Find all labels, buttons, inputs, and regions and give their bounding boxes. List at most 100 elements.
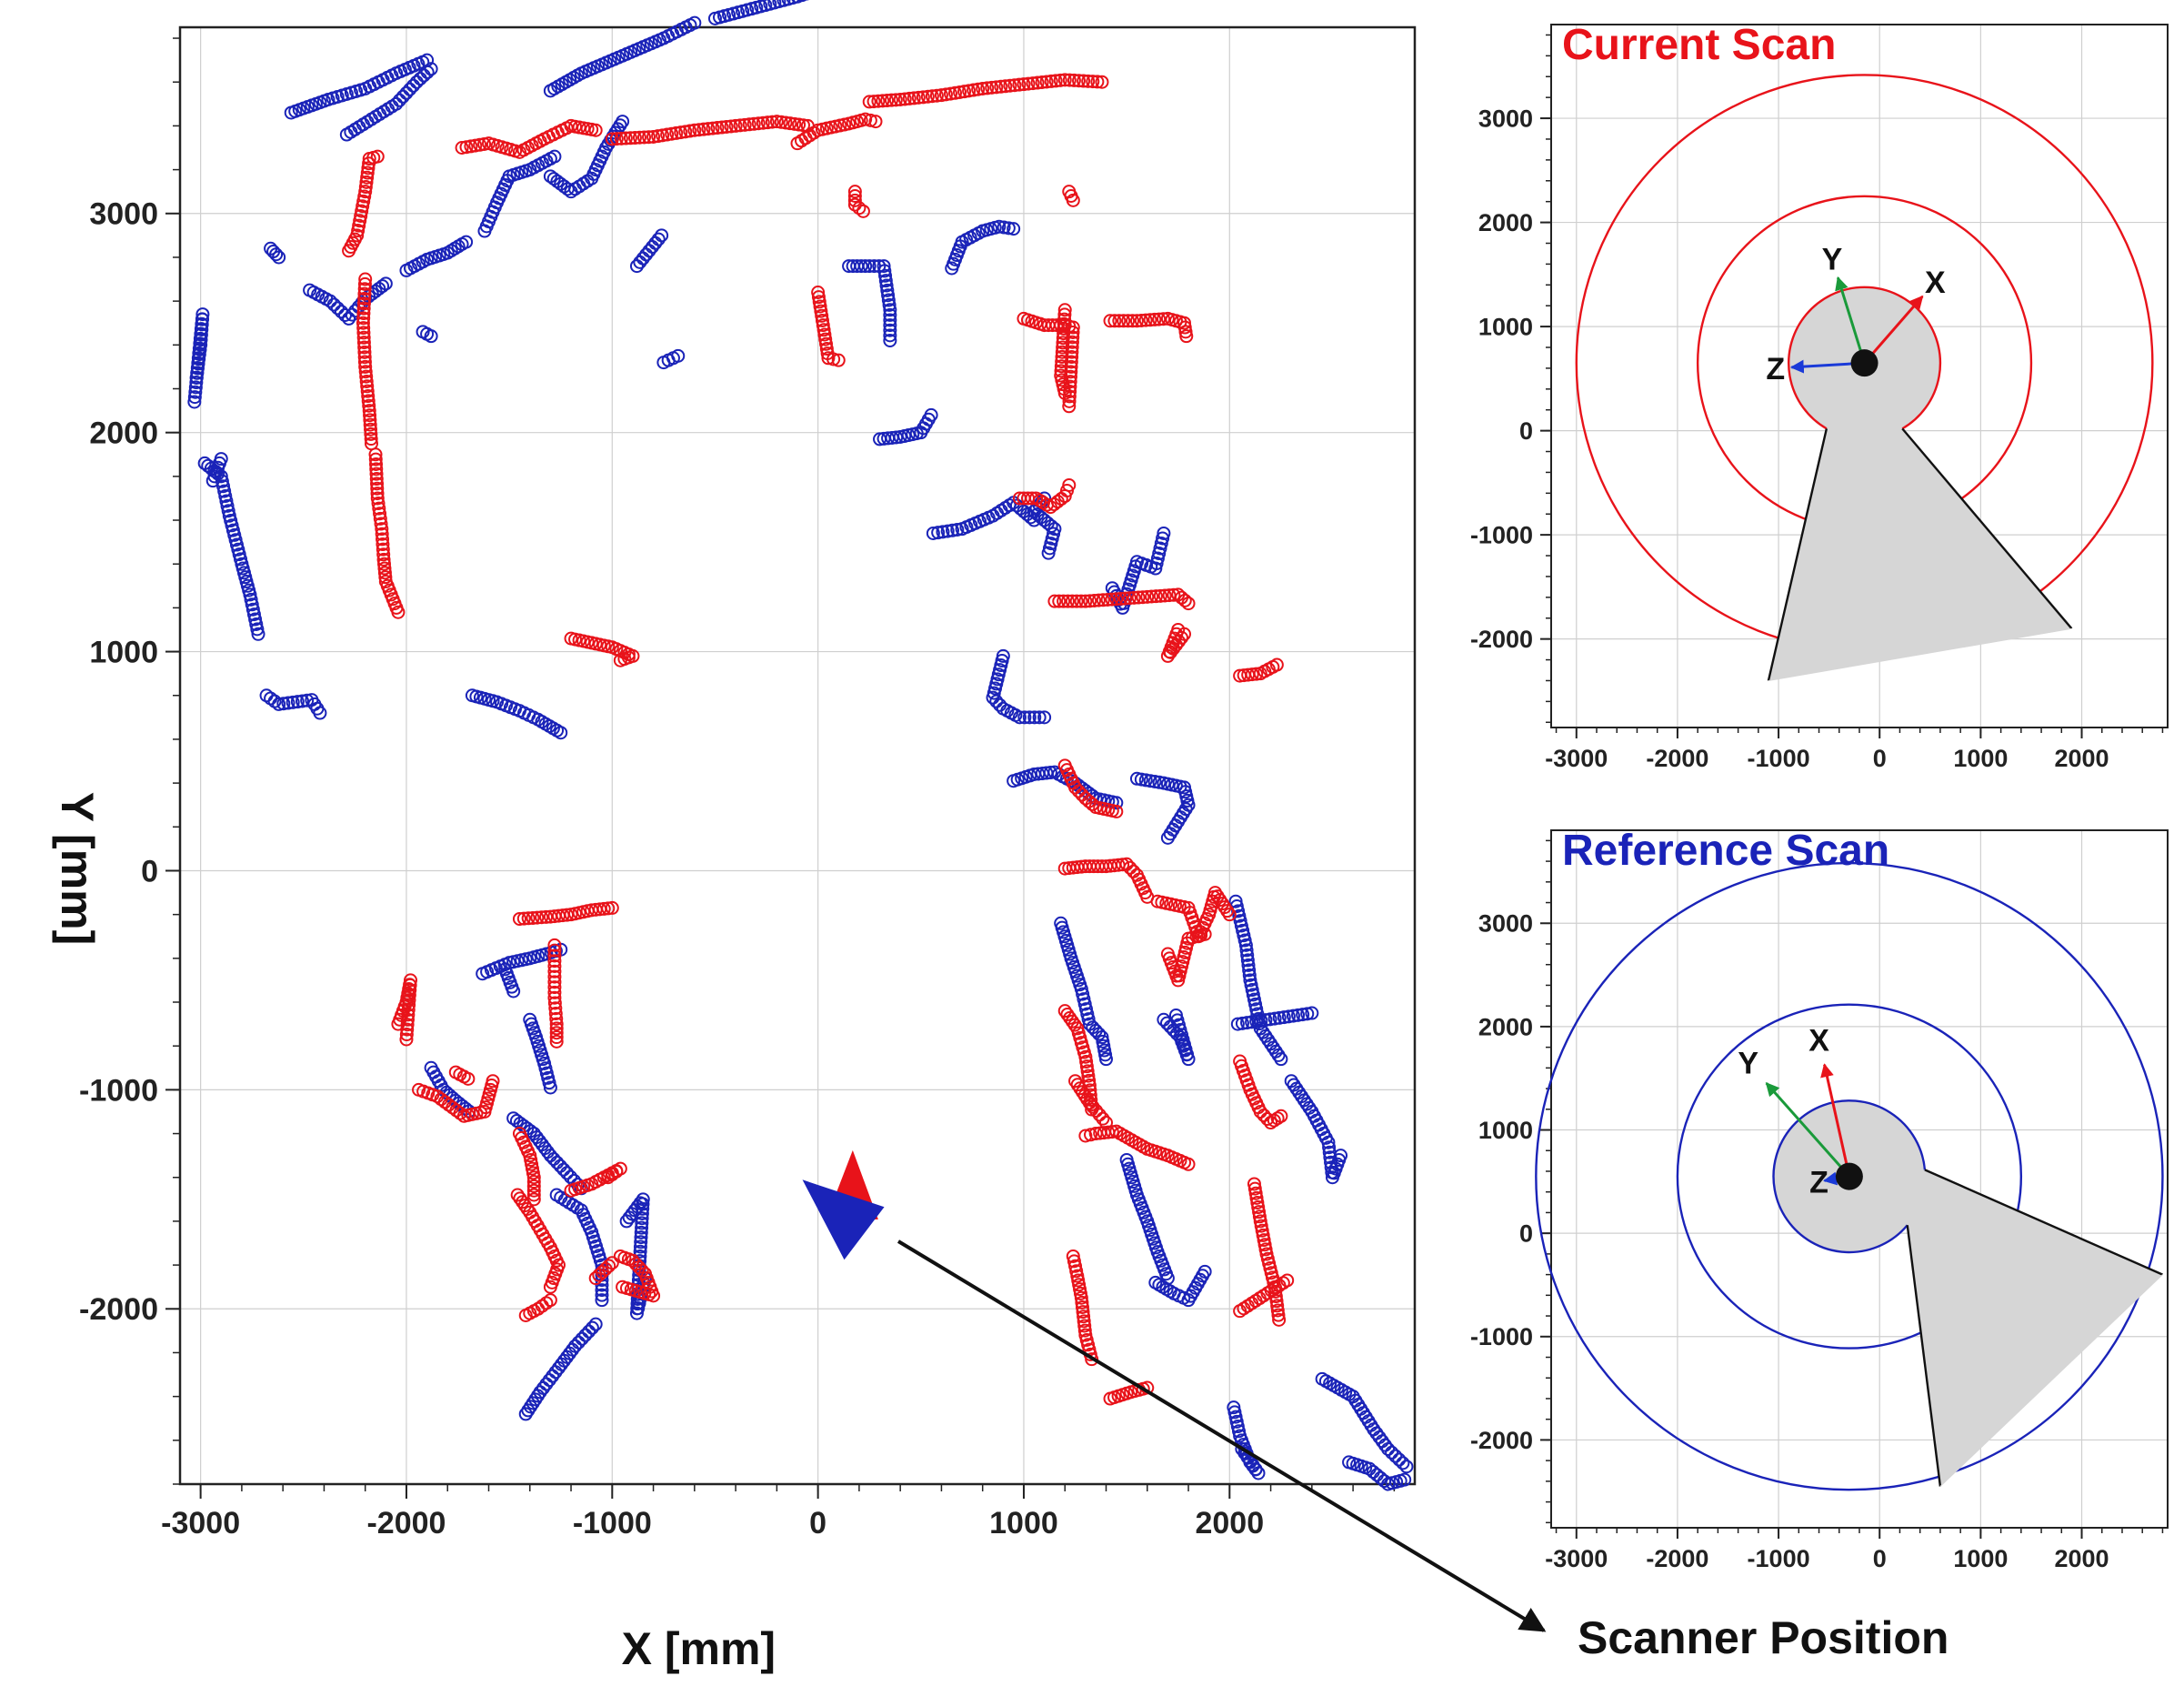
data-point <box>357 345 372 359</box>
data-point <box>1241 958 1256 972</box>
data-point <box>244 592 258 607</box>
scanner-origin <box>1835 1162 1863 1190</box>
data-point <box>1027 710 1042 725</box>
data-point <box>609 132 624 146</box>
data-point <box>1081 1012 1096 1027</box>
data-point <box>1222 908 1237 922</box>
data-point <box>188 380 203 395</box>
data-point <box>392 93 406 107</box>
data-point <box>1076 1305 1090 1320</box>
data-point <box>548 1007 563 1021</box>
data-point <box>1235 1441 1249 1456</box>
data-point <box>1090 75 1105 89</box>
data-point <box>377 566 392 580</box>
data-point <box>1077 992 1091 1007</box>
data-point <box>646 129 661 144</box>
data-point <box>1240 1016 1255 1030</box>
y-tick-label: 2000 <box>1478 1013 1533 1040</box>
data-point <box>1055 355 1069 369</box>
data-point <box>1057 321 1071 336</box>
data-point <box>1240 948 1255 962</box>
data-point <box>1121 314 1136 328</box>
data-point <box>486 1074 500 1089</box>
data-point <box>1252 1209 1267 1224</box>
data-point <box>1017 77 1031 92</box>
data-point <box>455 140 469 155</box>
data-point <box>1043 766 1057 780</box>
data-point <box>1060 594 1075 608</box>
data-point <box>376 552 391 567</box>
data-point <box>189 376 204 390</box>
data-point <box>629 1306 644 1320</box>
data-point <box>847 197 862 212</box>
data-point <box>547 980 562 995</box>
data-point <box>1256 1228 1270 1242</box>
data-point <box>1238 938 1253 952</box>
data-point <box>585 1320 599 1335</box>
data-point <box>563 1169 577 1184</box>
data-point <box>1274 1052 1288 1067</box>
data-point <box>1032 710 1047 725</box>
data-point <box>276 697 291 711</box>
data-point <box>1086 75 1100 89</box>
data-point <box>847 185 862 199</box>
x-tick-label: 1000 <box>1953 745 2008 772</box>
data-point <box>938 87 953 102</box>
series-reference <box>187 0 1414 1491</box>
data-point <box>400 1018 415 1032</box>
data-point <box>1245 667 1259 682</box>
data-point <box>556 1162 571 1177</box>
data-point <box>396 89 410 104</box>
data-point <box>879 278 894 293</box>
data-point <box>1277 1010 1291 1025</box>
data-point <box>1085 1352 1099 1367</box>
data-point <box>548 1001 563 1016</box>
data-point <box>549 1011 564 1026</box>
data-point <box>882 297 897 312</box>
data-point <box>1147 775 1162 789</box>
data-point <box>671 348 686 363</box>
data-point <box>847 193 862 207</box>
data-point <box>1077 1323 1092 1338</box>
data-point <box>368 452 383 467</box>
data-point <box>992 219 1007 234</box>
data-point <box>687 123 702 137</box>
data-point <box>1235 1016 1249 1030</box>
data-point <box>1095 75 1109 89</box>
data-point <box>192 346 206 360</box>
data-point <box>1253 1214 1267 1229</box>
data-point <box>1069 594 1084 608</box>
current-scan-chart: -3000 -2000 -1000 0 1000 2000 -2000 -1000 0 1000 2… <box>1470 21 2169 772</box>
data-point <box>957 85 972 99</box>
data-point <box>815 308 829 323</box>
data-point <box>359 175 374 189</box>
data-point <box>925 89 939 104</box>
data-point <box>940 524 955 538</box>
data-point <box>1003 78 1017 93</box>
data-point <box>1080 1007 1095 1021</box>
data-point <box>424 329 438 344</box>
cone-edge <box>1906 1225 1942 1487</box>
data-point <box>1249 1190 1264 1205</box>
data-point <box>1129 771 1144 786</box>
data-point <box>512 911 526 926</box>
data-point <box>724 119 738 134</box>
data-point <box>402 998 416 1012</box>
data-point <box>1174 630 1188 645</box>
data-point <box>1062 394 1077 408</box>
data-point <box>373 511 387 526</box>
data-point <box>361 389 376 404</box>
data-point <box>883 303 897 317</box>
data-point <box>1245 1015 1259 1029</box>
data-point <box>286 695 300 709</box>
data-point <box>883 318 897 333</box>
cone-edge <box>1901 427 2073 629</box>
data-point <box>1242 968 1257 982</box>
data-point <box>357 282 372 296</box>
data-point <box>1247 992 1261 1007</box>
data-point <box>424 62 438 76</box>
data-point <box>852 201 867 216</box>
x-tick-label: -3000 <box>1545 745 1608 772</box>
data-point <box>353 214 367 228</box>
data-point <box>1388 1449 1403 1463</box>
